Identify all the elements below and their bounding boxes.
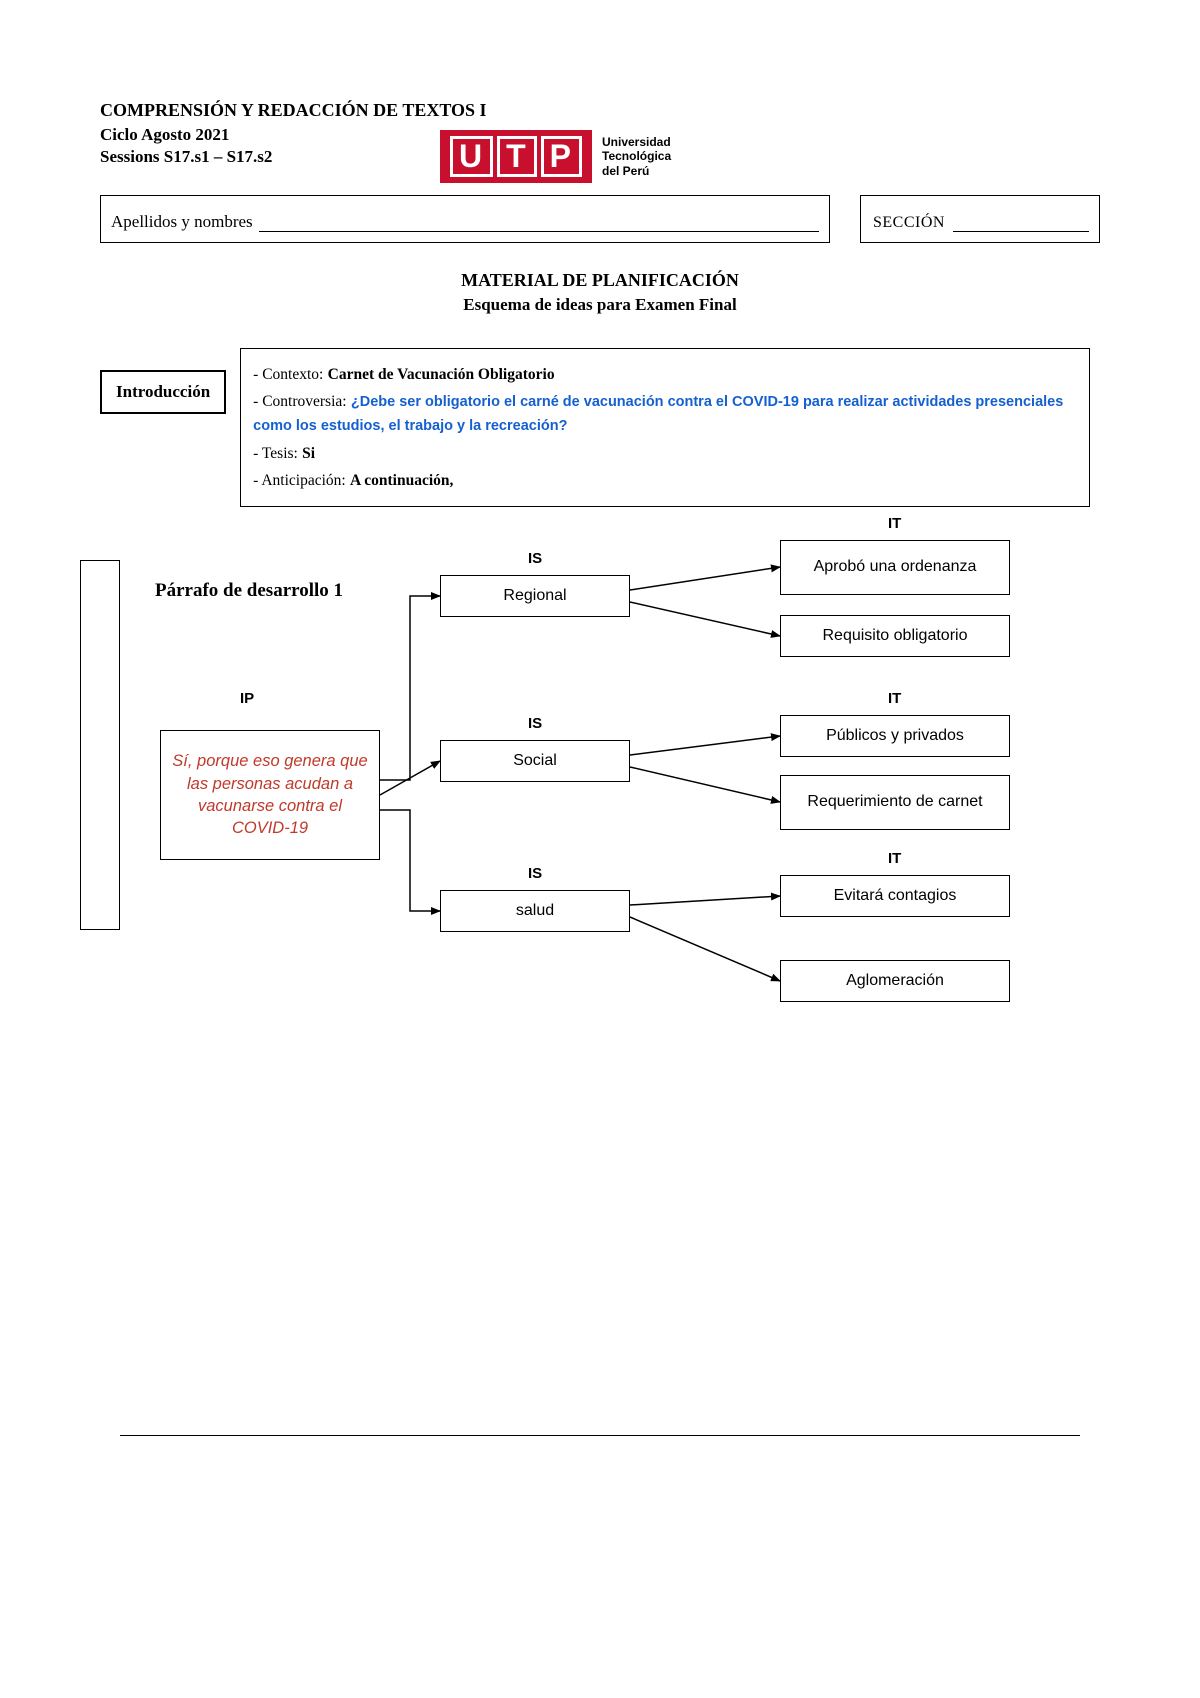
diagram-node-ip: Sí, porque eso genera que las personas a… — [160, 730, 380, 860]
diagram-node-is1: Regional — [440, 575, 630, 617]
logo-text: Universidad Tecnológica del Perú — [602, 135, 671, 178]
diagram-edge-1 — [380, 761, 440, 795]
anticipacion-value: A continuación, — [350, 472, 453, 489]
diagram: Sí, porque eso genera que las personas a… — [80, 520, 1110, 1080]
course-title: COMPRENSIÓN Y REDACCIÓN DE TEXTOS I — [100, 100, 1100, 121]
diagram-node-it3b: Aglomeración — [780, 960, 1010, 1002]
diagram-label-it2: IT — [888, 690, 901, 707]
diagram-node-it1b: Requisito obligatorio — [780, 615, 1010, 657]
diagram-label-is2: IS — [528, 715, 542, 732]
diagram-node-it2a: Públicos y privados — [780, 715, 1010, 757]
diagram-edge-2 — [380, 810, 440, 911]
diagram-node-it3a: Evitará contagios — [780, 875, 1010, 917]
logo-text-line: del Perú — [602, 164, 671, 178]
controversia-row: - Controversia: ¿Debe ser obligatorio el… — [253, 390, 1077, 438]
diagram-label-is3: IS — [528, 865, 542, 882]
diagram-label-is1: IS — [528, 550, 542, 567]
anticipacion-label: - Anticipación: — [253, 472, 346, 489]
material-title: MATERIAL DE PLANIFICACIÓN Esquema de ide… — [100, 270, 1100, 315]
tesis-value: Si — [302, 445, 315, 462]
intro-content-box: - Contexto: Carnet de Vacunación Obligat… — [240, 348, 1090, 507]
logo-letter-u: U — [450, 136, 493, 177]
controversia-label: - Controversia: — [253, 393, 346, 410]
tesis-row: - Tesis: Si — [253, 442, 1077, 465]
diagram-label-parrafo-title: Párrafo de desarrollo 1 — [155, 580, 343, 602]
contexto-row: - Contexto: Carnet de Vacunación Obligat… — [253, 363, 1077, 386]
diagram-edge-8 — [630, 917, 780, 981]
contexto-label: - Contexto: — [253, 366, 323, 383]
names-label: Apellidos y nombres — [111, 212, 253, 232]
logo-text-line: Universidad — [602, 135, 671, 149]
section-field[interactable]: SECCIÓN — [860, 195, 1100, 243]
diagram-node-it1a: Aprobó una ordenanza — [780, 540, 1010, 595]
diagram-edge-4 — [630, 602, 780, 636]
controversia-text: ¿Debe ser obligatorio el carné de vacuna… — [253, 394, 1063, 434]
logo-text-line: Tecnológica — [602, 149, 671, 163]
diagram-node-it2b: Requerimiento de carnet — [780, 775, 1010, 830]
logo-letter-t: T — [497, 136, 537, 177]
names-underline — [259, 231, 819, 232]
intro-row: Introducción - Contexto: Carnet de Vacun… — [100, 348, 1100, 507]
name-section-row: Apellidos y nombres SECCIÓN — [100, 195, 1100, 243]
contexto-value: Carnet de Vacunación Obligatorio — [328, 366, 555, 383]
diagram-edge-5 — [630, 736, 780, 755]
footer-separator — [120, 1435, 1080, 1436]
section-label: SECCIÓN — [873, 214, 945, 232]
logo-box: U T P — [440, 130, 592, 183]
diagram-edge-6 — [630, 767, 780, 802]
diagram-edge-3 — [630, 567, 780, 590]
anticipacion-row: - Anticipación: A continuación, — [253, 469, 1077, 492]
tesis-label: - Tesis: — [253, 445, 298, 462]
section-underline — [953, 231, 1089, 232]
diagram-label-it3: IT — [888, 850, 901, 867]
names-field[interactable]: Apellidos y nombres — [100, 195, 830, 243]
diagram-edge-0 — [380, 596, 440, 780]
diagram-node-is3: salud — [440, 890, 630, 932]
diagram-node-is2: Social — [440, 740, 630, 782]
diagram-edge-7 — [630, 896, 780, 905]
diagram-label-it1: IT — [888, 515, 901, 532]
material-title-1: MATERIAL DE PLANIFICACIÓN — [100, 270, 1100, 291]
intro-label-box: Introducción — [100, 370, 226, 414]
logo-letter-p: P — [541, 136, 582, 177]
diagram-tall-box — [80, 560, 120, 930]
utp-logo: U T P Universidad Tecnológica del Perú — [440, 130, 671, 183]
material-title-2: Esquema de ideas para Examen Final — [100, 295, 1100, 315]
diagram-label-ip: IP — [240, 690, 254, 707]
